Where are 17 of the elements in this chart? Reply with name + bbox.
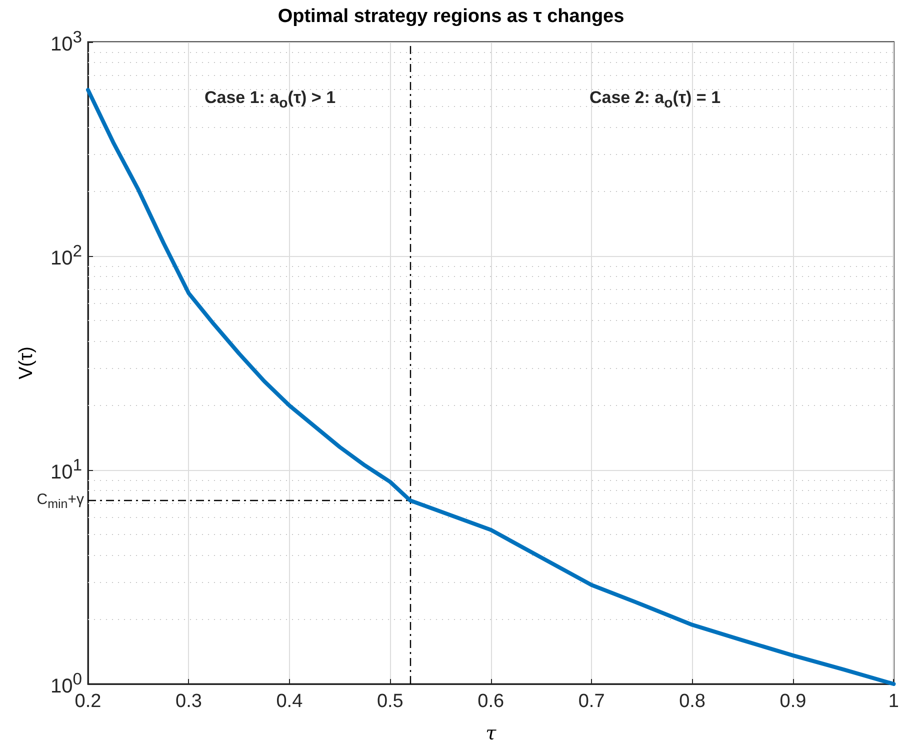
x-tick-label: 0.3: [176, 691, 202, 712]
ref-line-label: C$_{min}$+γ: [36, 490, 84, 510]
y-axis-title: V(τ): [16, 346, 37, 380]
annotation: Case 2: a$_{o}$(τ) = 1: [589, 88, 721, 112]
y-tick-label: 10$^{1}$: [50, 456, 82, 484]
x-tick-label: 0.5: [376, 691, 404, 712]
chart-title: Optimal strategy regions as τ changes: [278, 6, 624, 27]
annotation: Case 1: a$_{o}$(τ) > 1: [204, 88, 336, 112]
x-axis-title: τ: [486, 722, 497, 744]
x-tick-label: 0.9: [780, 691, 806, 712]
x-tick-label: 0.8: [679, 691, 706, 712]
x-tick-label: 0.6: [478, 691, 504, 712]
y-tick-label: 10$^{2}$: [50, 242, 82, 270]
y-tick-label: 10$^{3}$: [50, 28, 82, 56]
x-tick-label: 0.7: [578, 691, 605, 712]
x-tick-label: 0.4: [276, 691, 304, 712]
x-tick-label: 1: [888, 691, 900, 712]
